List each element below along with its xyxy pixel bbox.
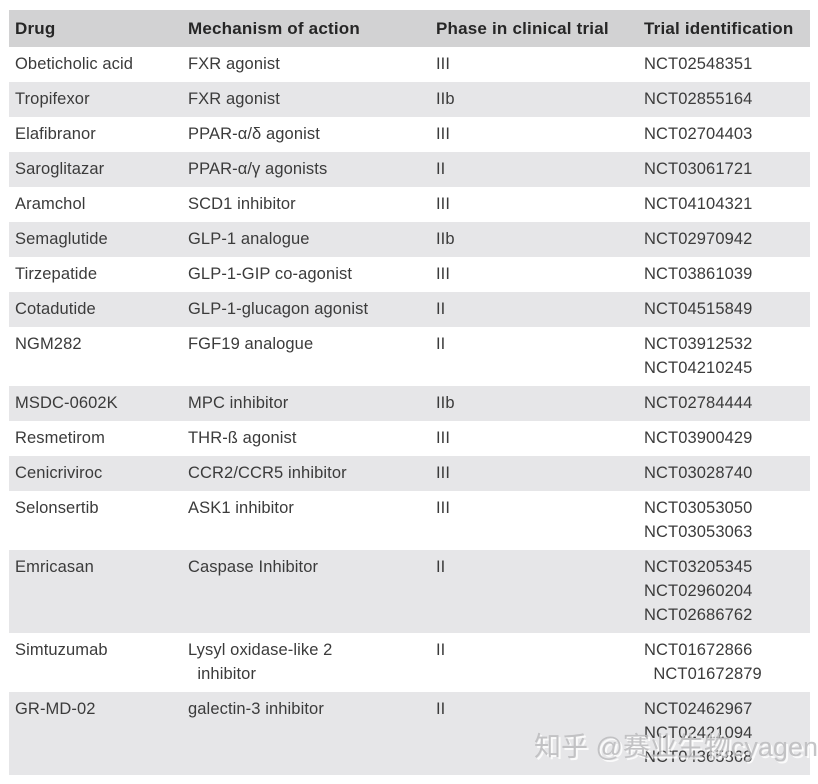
- mechanism-cell: GLP-1-glucagon agonist: [188, 300, 369, 318]
- drug-cell: Emricasan: [15, 558, 94, 576]
- drug-cell: Selonsertib: [15, 499, 99, 517]
- phase-cell: III: [436, 55, 451, 73]
- table-row: Semaglutide GLP-1 analogue IIb NCT029709…: [9, 222, 810, 257]
- column-header-mechanism: Mechanism of action: [188, 19, 360, 38]
- phase-cell: II: [436, 700, 446, 718]
- drug-cell: Resmetirom: [15, 429, 105, 447]
- drug-cell: Cotadutide: [15, 300, 96, 318]
- trial-id-cell: NCT03900429: [644, 429, 753, 447]
- phase-cell: III: [436, 499, 451, 517]
- drug-cell: Saroglitazar: [15, 160, 105, 178]
- mechanism-cell: GLP-1 analogue: [188, 230, 310, 248]
- trial-id-cell: NCT02784444: [644, 394, 753, 412]
- mechanism-cell: FXR agonist: [188, 90, 280, 108]
- drug-cell: Aramchol: [15, 195, 86, 213]
- table-body: Obeticholic acid FXR agonist III NCT0254…: [9, 47, 810, 775]
- drug-cell: Tirzepatide: [15, 265, 98, 283]
- column-header-phase: Phase in clinical trial: [436, 19, 609, 38]
- mechanism-cell: PPAR-α/γ agonists: [188, 160, 328, 178]
- table-row: Emricasan Caspase Inhibitor II NCT032053…: [9, 550, 810, 633]
- mechanism-cell: GLP-1-GIP co-agonist: [188, 265, 353, 283]
- phase-cell: III: [436, 125, 451, 143]
- drug-cell: Simtuzumab: [15, 641, 108, 659]
- drug-cell: Obeticholic acid: [15, 55, 134, 73]
- trial-id-cell: NCT01672866 NCT01672879: [644, 641, 762, 683]
- phase-cell: III: [436, 195, 451, 213]
- trial-id-cell: NCT02855164: [644, 90, 753, 108]
- column-header-drug: Drug: [15, 19, 56, 38]
- drug-cell: MSDC-0602K: [15, 394, 118, 412]
- mechanism-cell: FGF19 analogue: [188, 335, 314, 353]
- table-row: Cenicriviroc CCR2/CCR5 inhibitor III NCT…: [9, 456, 810, 491]
- table-row: MSDC-0602K MPC inhibitor IIb NCT02784444: [9, 386, 810, 421]
- table-row: Saroglitazar PPAR-α/γ agonists II NCT030…: [9, 152, 810, 187]
- mechanism-cell: SCD1 inhibitor: [188, 195, 296, 213]
- phase-cell: III: [436, 429, 451, 447]
- clinical-trials-table: Drug Mechanism of action Phase in clinic…: [9, 10, 810, 775]
- mechanism-cell: CCR2/CCR5 inhibitor: [188, 464, 347, 482]
- phase-cell: II: [436, 641, 446, 659]
- trial-id-cell: NCT03861039: [644, 265, 753, 283]
- phase-cell: II: [436, 160, 446, 178]
- trial-id-cell: NCT02548351: [644, 55, 753, 73]
- trial-id-cell: NCT02704403: [644, 125, 753, 143]
- mechanism-cell: galectin-3 inhibitor: [188, 700, 324, 718]
- trial-id-cell: NCT03061721: [644, 160, 753, 178]
- mechanism-cell: Caspase Inhibitor: [188, 558, 319, 576]
- trial-id-cell: NCT02462967 NCT02421094 NCT04365868: [644, 700, 753, 766]
- phase-cell: IIb: [436, 230, 455, 248]
- mechanism-cell: THR-ß agonist: [188, 429, 297, 447]
- mechanism-cell: FXR agonist: [188, 55, 280, 73]
- trial-id-cell: NCT04515849: [644, 300, 753, 318]
- column-header-trial-id: Trial identification: [644, 19, 794, 38]
- mechanism-cell: Lysyl oxidase-like 2 inhibitor: [188, 641, 333, 683]
- phase-cell: IIb: [436, 90, 455, 108]
- trial-id-cell: NCT03912532 NCT04210245: [644, 335, 753, 377]
- trial-id-cell: NCT03053050 NCT03053063: [644, 499, 753, 541]
- mechanism-cell: PPAR-α/δ agonist: [188, 125, 320, 143]
- trial-id-cell: NCT03205345 NCT02960204 NCT02686762: [644, 558, 753, 624]
- table-header-row: Drug Mechanism of action Phase in clinic…: [9, 10, 810, 47]
- table-row: Obeticholic acid FXR agonist III NCT0254…: [9, 47, 810, 82]
- phase-cell: II: [436, 335, 446, 353]
- table-row: Aramchol SCD1 inhibitor III NCT04104321: [9, 187, 810, 222]
- table-row: Cotadutide GLP-1-glucagon agonist II NCT…: [9, 292, 810, 327]
- phase-cell: III: [436, 265, 451, 283]
- phase-cell: III: [436, 464, 451, 482]
- phase-cell: IIb: [436, 394, 455, 412]
- table-row: Tropifexor FXR agonist IIb NCT02855164: [9, 82, 810, 117]
- drug-cell: Elafibranor: [15, 125, 96, 143]
- table-row: GR-MD-02 galectin-3 inhibitor II NCT0246…: [9, 692, 810, 775]
- drug-cell: Semaglutide: [15, 230, 108, 248]
- trial-id-cell: NCT03028740: [644, 464, 753, 482]
- drug-cell: Cenicriviroc: [15, 464, 103, 482]
- phase-cell: II: [436, 300, 446, 318]
- table-row: Tirzepatide GLP-1-GIP co-agonist III NCT…: [9, 257, 810, 292]
- trial-id-cell: NCT02970942: [644, 230, 753, 248]
- table-row: Elafibranor PPAR-α/δ agonist III NCT0270…: [9, 117, 810, 152]
- drug-cell: Tropifexor: [15, 90, 90, 108]
- table-row: NGM282 FGF19 analogue II NCT03912532 NCT…: [9, 327, 810, 386]
- mechanism-cell: MPC inhibitor: [188, 394, 289, 412]
- table-row: Selonsertib ASK1 inhibitor III NCT030530…: [9, 491, 810, 550]
- trial-id-cell: NCT04104321: [644, 195, 753, 213]
- phase-cell: II: [436, 558, 446, 576]
- table-row: Simtuzumab Lysyl oxidase-like 2 inhibito…: [9, 633, 810, 692]
- table-row: Resmetirom THR-ß agonist III NCT03900429: [9, 421, 810, 456]
- drug-cell: GR-MD-02: [15, 700, 96, 718]
- drug-cell: NGM282: [15, 335, 82, 353]
- mechanism-cell: ASK1 inhibitor: [188, 499, 294, 517]
